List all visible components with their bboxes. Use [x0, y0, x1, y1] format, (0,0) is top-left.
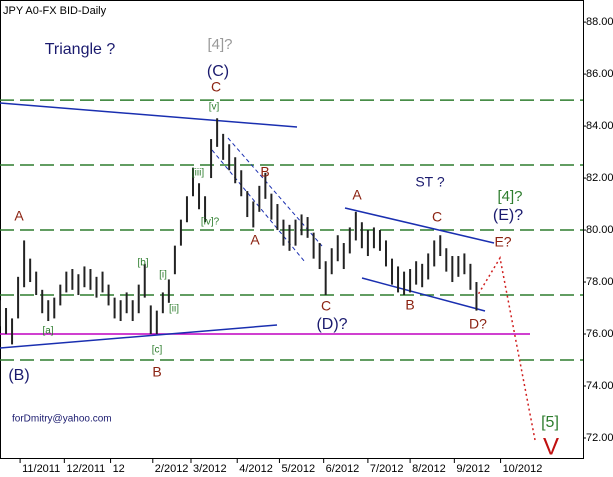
projection	[475, 255, 536, 441]
y-tick-label: 86.000	[586, 68, 613, 80]
wave-label: (D)?	[316, 316, 347, 333]
wave-label: C	[432, 209, 442, 225]
wave-label: [b]	[137, 258, 148, 269]
channel-line	[227, 137, 323, 247]
y-tick-label: 80.000	[586, 224, 613, 236]
trend-line	[361, 277, 486, 312]
wave-label: (C)	[207, 63, 229, 80]
wave-label: [c]	[152, 345, 163, 356]
wave-label: E?	[494, 234, 511, 250]
wave-label: [i]	[159, 270, 167, 281]
x-tick-label: 10/2012	[503, 463, 543, 475]
x-tick-label: 12/2011	[66, 463, 105, 475]
wave-label: D?	[469, 316, 487, 332]
x-tick-label: 2/2012	[155, 463, 189, 475]
wave-label: V	[543, 433, 559, 460]
wave-label: [4]?	[497, 188, 522, 205]
wave-label: [iv]?	[201, 217, 220, 228]
wave-label: A	[352, 187, 362, 203]
credit: forDmitry@yahoo.com	[12, 414, 112, 425]
wave-label: [5]	[541, 414, 559, 431]
y-tick-label: 82.000	[586, 172, 613, 184]
wave-label: B	[260, 164, 269, 180]
wave-label: (B)	[8, 367, 29, 384]
wave-label: A	[250, 232, 260, 248]
trend-line	[0, 102, 298, 128]
wave-label: [iii]	[192, 168, 204, 179]
wave-label: [v]	[209, 102, 220, 113]
wave-label: ST ?	[415, 174, 445, 190]
x-tick-label: 3/2012	[193, 463, 227, 475]
trend-line	[0, 324, 278, 349]
wave-label: C	[211, 79, 221, 95]
chart-title: JPY A0-FX BID-Daily	[3, 5, 107, 17]
y-tick-label: 74.000	[586, 380, 613, 392]
x-tick-label: 6/2012	[326, 463, 360, 475]
wave-label: B	[152, 364, 161, 380]
y-tick-label: 84.000	[586, 120, 613, 132]
wave-label: [4]?	[207, 36, 232, 53]
x-tick-label: 11/2011	[22, 463, 60, 475]
y-tick-label: 88.000	[586, 16, 613, 28]
wave-label: [ii]	[169, 304, 179, 315]
y-tick-label: 76.000	[586, 328, 613, 340]
wave-label: [a]	[42, 326, 53, 337]
wave-label: A	[14, 208, 24, 224]
trend-line	[344, 207, 495, 244]
wave-label: C	[321, 298, 331, 314]
x-tick-label: 5/2012	[281, 463, 315, 475]
wave-label: (E)?	[493, 207, 523, 224]
wave-label: Triangle ?	[45, 41, 116, 58]
x-tick-label: 8/2012	[412, 463, 446, 475]
x-tick-label: 4/2012	[239, 463, 273, 475]
x-tick-label: 9/2012	[456, 463, 490, 475]
y-tick-label: 72.000	[586, 432, 613, 444]
x-tick-label: 7/2012	[370, 463, 404, 475]
wave-label: B	[405, 297, 414, 313]
y-tick-label: 78.000	[586, 276, 613, 288]
x-tick-label: 12	[113, 463, 125, 475]
